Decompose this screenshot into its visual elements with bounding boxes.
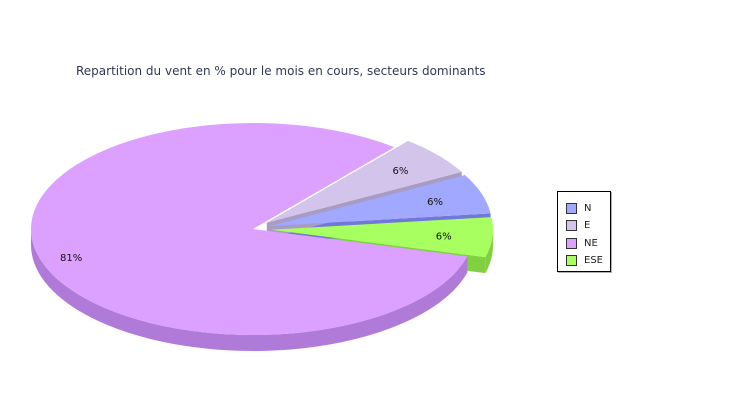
legend-item-e: E <box>566 220 590 232</box>
legend-label: NE <box>584 237 598 249</box>
chart-title: Repartition du vent en % pour le mois en… <box>76 64 486 78</box>
pie-side-ese <box>485 229 493 274</box>
legend-swatch <box>566 237 577 249</box>
legend-swatch <box>566 220 577 231</box>
pie-slice-ese <box>270 217 493 258</box>
legend-swatch <box>566 255 577 266</box>
pie-slice-n <box>270 175 491 226</box>
slice-label-ese: 6% <box>436 232 452 243</box>
legend: N E NE ESE <box>557 191 611 272</box>
legend-label: ESE <box>584 255 603 266</box>
legend-label: E <box>584 220 591 231</box>
legend-item-ese: ESE <box>566 255 603 267</box>
slice-label-ne: 81% <box>60 253 82 264</box>
pie-slice-ne <box>31 123 468 336</box>
pie-side-ne <box>31 229 468 352</box>
pie-slice-e <box>266 140 462 223</box>
legend-item-ne: NE <box>566 237 598 249</box>
slice-label-e: 6% <box>392 166 408 177</box>
legend-swatch <box>566 202 577 214</box>
slice-label-n: 6% <box>427 197 443 208</box>
legend-item-n: N <box>566 202 591 214</box>
legend-label: N <box>584 202 592 214</box>
